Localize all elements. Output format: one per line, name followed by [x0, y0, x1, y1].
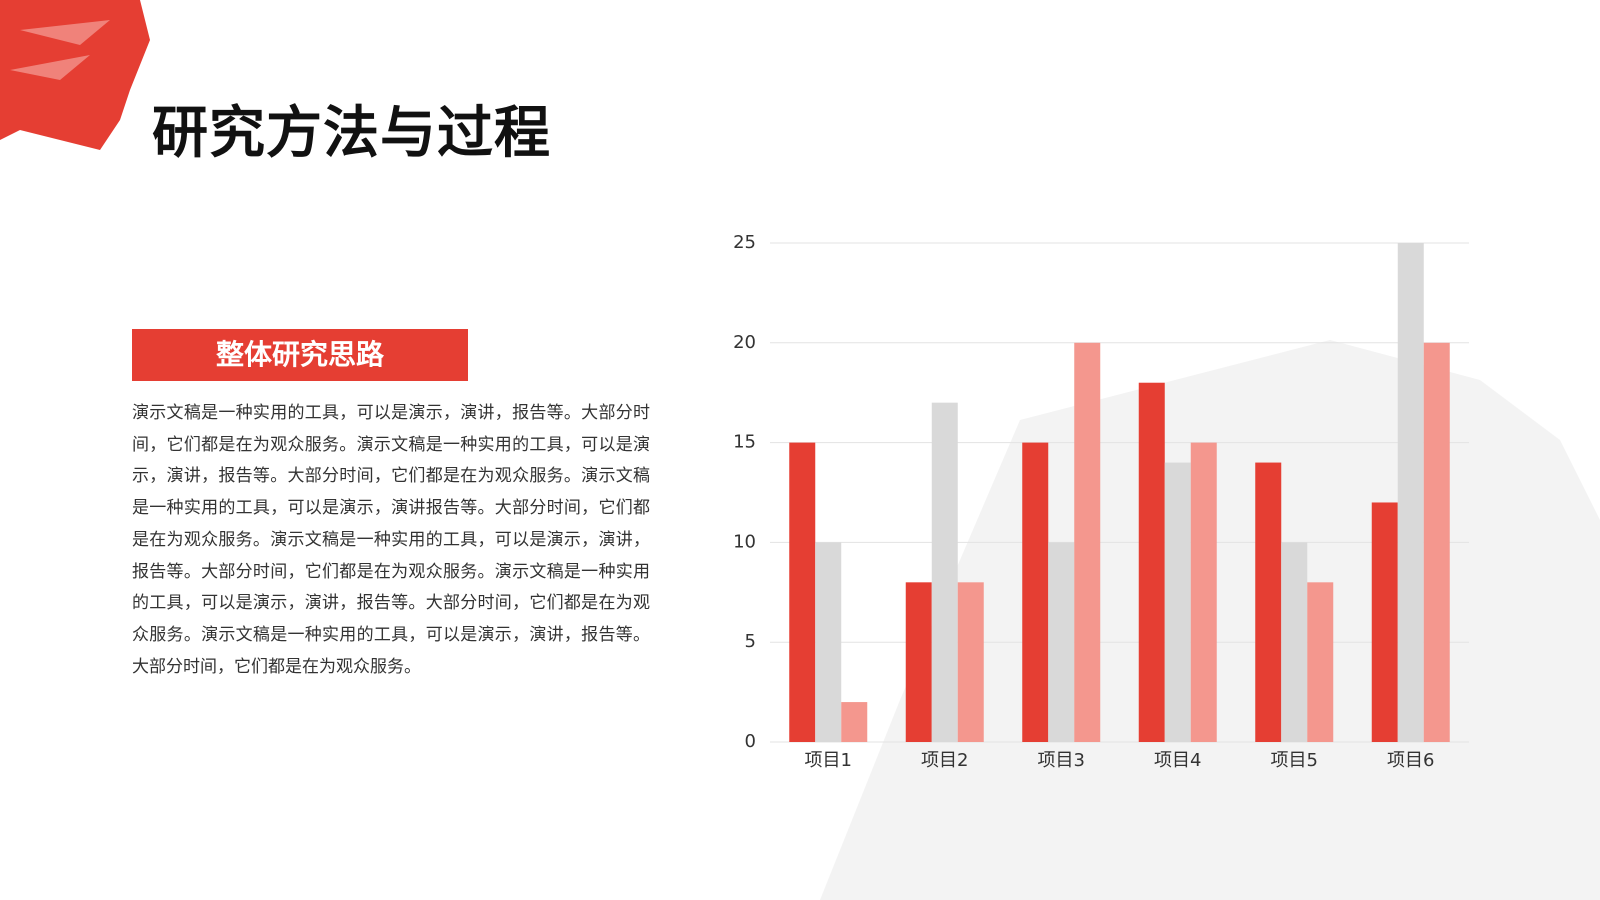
y-tick-label: 25	[733, 232, 756, 253]
bar	[1048, 542, 1075, 742]
x-tick-label: 项目2	[921, 750, 968, 771]
bar	[789, 442, 816, 742]
slide-title: 研究方法与过程	[152, 101, 551, 166]
bar	[815, 542, 842, 742]
bar	[1371, 502, 1398, 742]
bar	[1190, 442, 1217, 742]
bar	[1022, 442, 1049, 742]
x-tick-label: 项目6	[1387, 750, 1434, 771]
body-text: 演示文稿是一种实用的工具，可以是演示，演讲，报告等。大部分时间，它们都是在为观众…	[132, 403, 650, 677]
bar	[1164, 462, 1191, 742]
y-tick-label: 15	[733, 432, 756, 453]
brush-highlight	[10, 20, 110, 80]
bar	[1255, 462, 1282, 742]
brush-red	[0, 0, 150, 150]
x-tick-label: 项目4	[1154, 750, 1201, 771]
x-tick-label: 项目1	[805, 750, 852, 771]
bar	[1423, 342, 1450, 742]
y-tick-label: 5	[745, 631, 756, 652]
section-tag: 整体研究思路	[132, 329, 468, 381]
bar	[1138, 382, 1165, 742]
bar	[1307, 582, 1334, 742]
x-tick-label: 项目5	[1271, 750, 1318, 771]
x-tick-label: 项目3	[1038, 750, 1085, 771]
bar	[1281, 542, 1308, 742]
y-tick-label: 0	[745, 731, 756, 752]
bar	[931, 402, 958, 742]
y-tick-label: 20	[733, 332, 756, 353]
bar	[957, 582, 984, 742]
bar	[905, 582, 932, 742]
y-tick-label: 10	[733, 531, 756, 552]
bar	[1074, 342, 1101, 742]
bar	[841, 702, 868, 742]
bar	[1397, 243, 1424, 742]
